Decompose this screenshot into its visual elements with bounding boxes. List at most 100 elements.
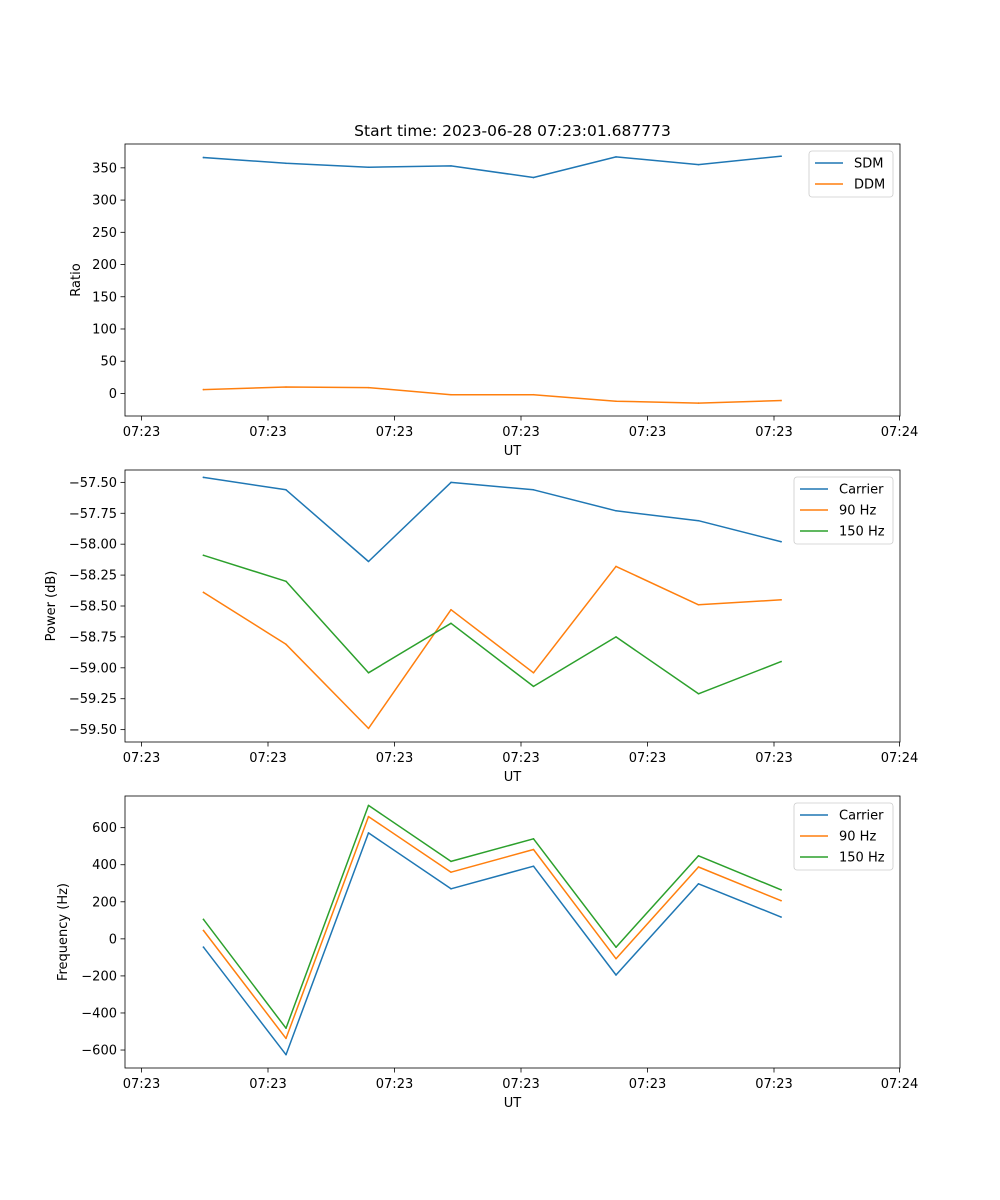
x-tick-label: 07:23 xyxy=(755,1077,792,1092)
data-point-90-hz xyxy=(285,1037,287,1040)
y-tick-label: −58.75 xyxy=(69,630,117,645)
x-axis-label: UT xyxy=(504,1096,522,1111)
data-point-90-hz xyxy=(202,591,205,594)
data-point-carrier xyxy=(615,974,617,976)
axes-frame xyxy=(124,143,901,417)
data-point-90-hz xyxy=(450,608,452,611)
data-point-150-hz xyxy=(285,580,287,583)
data-point-150-hz xyxy=(615,946,617,948)
legend-box xyxy=(793,802,894,871)
y-axis-label: Power (dB) xyxy=(44,571,59,642)
data-point-carrier xyxy=(697,519,700,522)
y-tick-label: 250 xyxy=(92,226,117,241)
subplot-3: 07:23 07:23 07:23 07:23 07:23 07:23 07:24 UT −60… xyxy=(56,795,918,1111)
data-point-ddm xyxy=(202,388,205,391)
series-line-carrier xyxy=(202,832,782,1056)
legend: Carrier 90 Hz 150 Hz xyxy=(793,476,894,545)
data-point-carrier xyxy=(532,865,535,868)
y-tick-label: 0 xyxy=(109,387,117,402)
plot-lines xyxy=(202,155,782,404)
legend-label-carrier: Carrier xyxy=(839,483,884,498)
data-point-90-hz xyxy=(202,929,205,932)
data-point-150-hz xyxy=(202,918,205,921)
x-axis: 07:23 07:23 07:23 07:23 07:23 07:23 07:24 xyxy=(123,416,918,440)
legend-label-sdm: SDM xyxy=(854,157,883,172)
data-point-carrier xyxy=(285,1053,287,1056)
data-point-sdm xyxy=(615,156,617,158)
data-point-ddm xyxy=(367,386,370,389)
data-point-ddm xyxy=(615,400,617,402)
series-line-sdm xyxy=(202,155,782,179)
y-tick-label: −57.75 xyxy=(69,507,117,522)
data-point-carrier xyxy=(615,510,617,512)
y-tick-label: 400 xyxy=(92,858,117,873)
data-point-carrier xyxy=(367,560,370,563)
x-tick-label: 07:23 xyxy=(376,425,413,440)
y-tick-label: −58.25 xyxy=(69,569,117,584)
data-point-sdm xyxy=(367,166,370,169)
data-point-carrier xyxy=(450,481,452,484)
data-point-carrier xyxy=(367,832,370,834)
x-tick-label: 07:24 xyxy=(881,751,918,766)
x-tick-label: 07:23 xyxy=(502,1077,539,1092)
legend-label-150-hz: 150 Hz xyxy=(839,851,885,866)
y-tick-label: 150 xyxy=(92,290,117,305)
legend: Carrier 90 Hz 150 Hz xyxy=(793,802,894,871)
y-axis: 0 50 100 150 200 250 300 350 xyxy=(92,161,125,402)
y-tick-label: 0 xyxy=(109,932,117,947)
data-point-150-hz xyxy=(532,838,535,840)
data-point-ddm xyxy=(532,393,535,396)
data-point-ddm xyxy=(697,402,700,404)
y-tick-label: 50 xyxy=(100,355,117,370)
data-point-90-hz xyxy=(532,848,535,851)
data-point-90-hz xyxy=(615,565,617,568)
legend: SDM DDM xyxy=(808,150,894,198)
y-tick-label: −400 xyxy=(81,1006,117,1021)
series-line-150-hz xyxy=(202,804,782,1029)
y-tick-label: −200 xyxy=(81,969,117,984)
data-point-sdm xyxy=(780,155,782,158)
x-tick-label: 07:23 xyxy=(123,751,160,766)
y-tick-label: −600 xyxy=(81,1044,117,1059)
y-axis-label: Ratio xyxy=(69,263,84,296)
data-point-sdm xyxy=(532,176,535,179)
x-tick-label: 07:23 xyxy=(123,1077,160,1092)
data-point-150-hz xyxy=(367,804,370,807)
y-tick-label: 200 xyxy=(92,895,117,910)
data-point-150-hz xyxy=(202,554,205,557)
y-axis-label: Frequency (Hz) xyxy=(56,883,71,981)
x-tick-label: 07:24 xyxy=(881,1077,918,1092)
y-tick-label: 200 xyxy=(92,258,117,273)
data-point-150-hz xyxy=(697,855,700,857)
data-point-150-hz xyxy=(697,692,700,695)
x-tick-label: 07:23 xyxy=(249,751,286,766)
figure-title: Start time: 2023-06-28 07:23:01.687773 xyxy=(354,122,671,140)
data-point-90-hz xyxy=(697,603,700,606)
data-point-90-hz xyxy=(450,871,452,873)
legend-box xyxy=(793,476,894,545)
data-point-150-hz xyxy=(780,660,782,663)
x-axis: 07:23 07:23 07:23 07:23 07:23 07:23 07:24 xyxy=(123,742,918,766)
plot-lines xyxy=(202,476,782,730)
data-point-carrier xyxy=(780,540,782,543)
subplots: 07:23 07:23 07:23 07:23 07:23 07:23 07:24 UT 0 50… xyxy=(44,143,918,1111)
x-tick-label: 07:24 xyxy=(881,425,918,440)
y-tick-label: −57.50 xyxy=(69,476,117,491)
data-point-carrier xyxy=(202,946,205,948)
data-point-90-hz xyxy=(780,599,782,601)
data-point-sdm xyxy=(450,165,452,167)
y-tick-label: −59.50 xyxy=(69,723,117,738)
data-point-150-hz xyxy=(780,888,782,891)
y-tick-label: −58.50 xyxy=(69,600,117,615)
x-tick-label: 07:23 xyxy=(123,425,160,440)
data-point-ddm xyxy=(450,393,452,396)
x-tick-label: 07:23 xyxy=(249,1077,286,1092)
data-point-90-hz xyxy=(367,727,370,730)
subplot-2: 07:23 07:23 07:23 07:23 07:23 07:23 07:24 UT −57… xyxy=(44,469,918,785)
data-point-150-hz xyxy=(285,1027,287,1029)
data-point-90-hz xyxy=(615,957,617,960)
y-tick-label: −59.25 xyxy=(69,692,117,707)
x-tick-label: 07:23 xyxy=(629,751,666,766)
